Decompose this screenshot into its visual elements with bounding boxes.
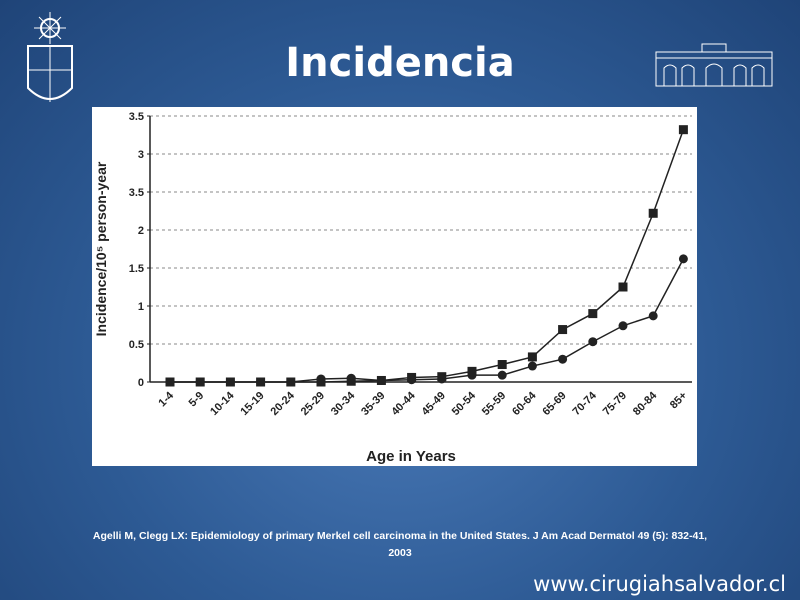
circle-marker [195, 377, 205, 387]
x-tick-label: 50-54 [450, 389, 479, 418]
x-tick-label: 85+ [668, 390, 690, 412]
square-marker [618, 282, 628, 292]
square-marker [678, 125, 688, 135]
circle-marker [467, 370, 477, 380]
x-tick-label: 55-59 [480, 390, 508, 418]
y-tick-label: 3.5 [129, 111, 144, 123]
circle-marker [376, 375, 386, 385]
series-line [170, 258, 685, 383]
citation: Agelli M, Clegg LX: Epidemiology of prim… [92, 530, 708, 542]
x-tick-label: 5-9 [187, 390, 207, 410]
x-tick-label: 70-74 [571, 389, 600, 418]
x-tick-label: 35-39 [359, 390, 387, 418]
x-tick-label: 75-79 [601, 390, 629, 418]
website-url: www.cirugiahsalvador.cl [533, 572, 786, 596]
slide-title: Incidencia [285, 40, 515, 86]
x-tick-label: 60-64 [510, 389, 539, 418]
y-tick-label: 1 [138, 301, 144, 313]
square-marker [588, 309, 598, 319]
circle-marker [407, 375, 417, 385]
y-tick-label: 0 [138, 377, 144, 389]
circle-marker [165, 377, 175, 387]
circle-marker [527, 361, 537, 371]
circle-marker [316, 374, 326, 384]
circle-marker [618, 321, 628, 331]
square-marker [648, 208, 658, 218]
x-tick-label: 80-84 [631, 389, 660, 418]
y-tick-label: 0.5 [129, 339, 144, 351]
x-axis-label: Age in Years [366, 448, 456, 465]
citation: 2003 [388, 547, 412, 559]
x-tick-label: 25-29 [299, 390, 327, 418]
logo-left [27, 12, 73, 102]
circle-marker [286, 377, 296, 387]
circle-marker [346, 373, 356, 383]
circle-marker [256, 377, 266, 387]
circle-marker [558, 354, 568, 364]
logo-right [655, 43, 773, 87]
x-tick-label: 15-19 [238, 390, 266, 418]
x-tick-label: 1-4 [156, 389, 176, 409]
y-axis-label: Incidence/10⁵ person-year [93, 161, 109, 336]
y-tick-label: 3.5 [129, 187, 144, 199]
circle-marker [497, 370, 507, 380]
square-marker [558, 325, 568, 335]
circle-marker [437, 374, 447, 384]
circle-marker [225, 377, 235, 387]
y-tick-label: 2 [138, 225, 144, 237]
circle-marker [588, 337, 598, 347]
x-tick-label: 20-24 [269, 389, 298, 418]
chart: 0 0.5 1 1.5 2 3.5 3 3.5 1-4 5-9 10-14 15-19 20-24 25-… [92, 107, 697, 466]
square-marker [497, 360, 507, 370]
circle-marker [648, 311, 658, 321]
y-tick-label: 1.5 [129, 263, 144, 275]
x-tick-label: 30-34 [329, 389, 358, 418]
x-tick-label: 40-44 [389, 389, 418, 418]
x-tick-label: 45-49 [420, 390, 448, 418]
circle-marker [678, 254, 688, 264]
y-tick-label: 3 [138, 149, 144, 161]
square-marker [527, 352, 537, 362]
x-tick-label: 10-14 [208, 389, 237, 418]
x-tick-label: 65-69 [540, 390, 568, 418]
